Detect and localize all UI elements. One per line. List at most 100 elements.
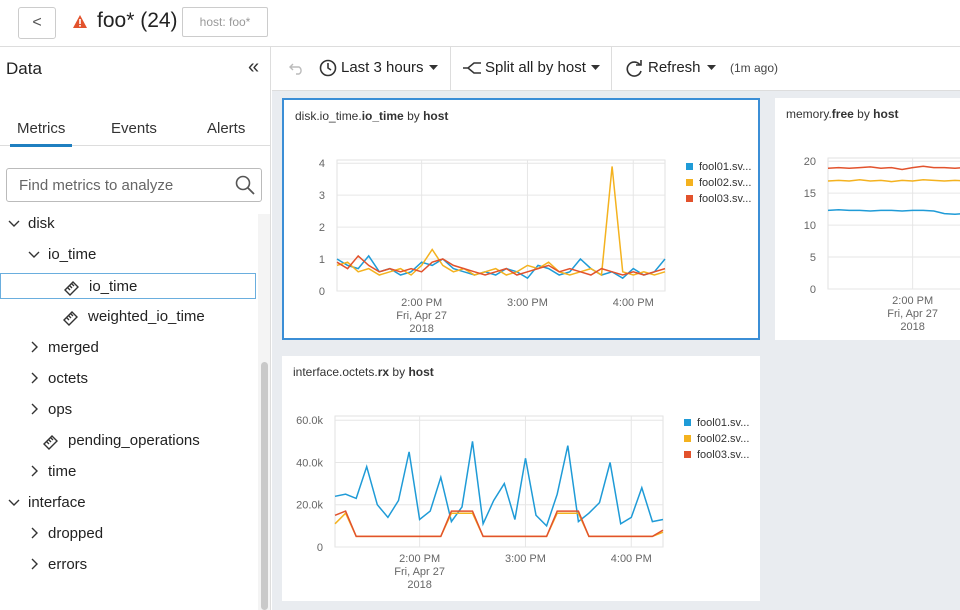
tree-label: merged	[48, 339, 99, 356]
header: < foo* (24) host: foo*	[0, 0, 960, 47]
chart-panel[interactable]: interface.octets.rx by host 0 20.0k 40.0k 60…	[282, 356, 760, 601]
tab-divider	[0, 145, 270, 146]
title-group: host	[873, 107, 899, 121]
metric-icon	[64, 281, 79, 296]
title-metric: free	[831, 107, 854, 121]
split-button[interactable]: Split all by host	[485, 59, 586, 76]
y-tick-label: 20.0k	[296, 500, 323, 512]
legend-label: fool01.sv...	[697, 417, 749, 429]
x-tick-label: 4:00 PM	[611, 553, 652, 565]
chevron-icon	[31, 558, 38, 570]
legend-label: fool01.sv...	[699, 161, 751, 173]
tree-node[interactable]: weighted_io_time	[0, 304, 256, 330]
chevron-icon	[8, 220, 20, 227]
series-line	[827, 178, 960, 183]
x-tick-label: 2:00 PM	[399, 553, 440, 565]
y-tick-label: 1	[319, 254, 325, 266]
x-tick-label: 2:00 PM	[892, 295, 933, 307]
tree-node[interactable]: merged	[0, 335, 256, 361]
panel-title: disk.io_time.io_time by host	[295, 109, 448, 123]
legend-label: fool03.sv...	[697, 449, 749, 461]
title-by: by	[857, 107, 870, 121]
y-tick-label: 2	[319, 222, 325, 234]
tree-node[interactable]: octets	[0, 366, 256, 392]
x-tick-label: 2:00 PM	[401, 297, 442, 309]
y-tick-label: 0	[319, 286, 325, 298]
tab[interactable]: Alerts	[207, 120, 246, 137]
tree-label: time	[48, 463, 77, 480]
separator	[611, 46, 612, 90]
chart-panel[interactable]: disk.io_time.io_time by host 0 1 2 3 4 2:00 PM…	[282, 98, 760, 340]
panel-title: interface.octets.rx by host	[293, 365, 434, 379]
tree-node[interactable]: io_time	[0, 242, 256, 268]
legend-swatch	[686, 163, 693, 170]
tree-node[interactable]: time	[0, 459, 256, 485]
tree-label: interface	[28, 494, 86, 511]
y-tick-label: 3	[319, 190, 325, 202]
title-metric: io_time	[361, 109, 404, 123]
plot-frame	[827, 157, 960, 290]
series-line	[827, 209, 960, 215]
legend-label: fool02.sv...	[699, 177, 751, 189]
tab[interactable]: Metrics	[17, 120, 66, 137]
collapse-button[interactable]: «	[248, 56, 260, 78]
sidebar: Data « Metrics Events Alerts Find metric…	[0, 46, 271, 610]
back-button[interactable]: <	[18, 7, 56, 39]
tab[interactable]: Events	[111, 120, 157, 137]
refresh-button[interactable]: Refresh	[648, 59, 701, 76]
chevron-icon	[31, 527, 38, 539]
chevron-icon	[8, 499, 20, 506]
warning-icon	[73, 15, 87, 28]
time-range[interactable]: Last 3 hours	[341, 59, 424, 76]
tree-node[interactable]: errors	[0, 552, 256, 578]
tree-label: io_time	[89, 278, 138, 295]
search-icon	[235, 175, 255, 195]
panel-title: memory.free by host	[786, 107, 899, 121]
chevron-icon	[31, 372, 38, 384]
chevron-icon	[28, 251, 40, 258]
x-tick-label: 3:00 PM	[507, 297, 548, 309]
legend-swatch	[684, 451, 691, 458]
last-updated: (1m ago)	[730, 61, 779, 75]
filter-input[interactable]: host: foo*	[182, 7, 268, 37]
tree-label: io_time	[48, 246, 97, 263]
title-prefix: disk.io_time.	[295, 109, 362, 123]
search-box[interactable]: Find metrics to analyze	[6, 168, 262, 202]
caret	[707, 65, 716, 70]
metric-icon	[63, 311, 78, 326]
legend-label: fool03.sv...	[699, 193, 751, 205]
scrollbar-thumb[interactable]	[261, 362, 268, 610]
clock-icon	[319, 59, 337, 77]
y-tick-label: 0	[317, 542, 323, 554]
undo-icon[interactable]	[289, 61, 305, 75]
caret	[591, 65, 600, 70]
chevron-icon	[31, 465, 38, 477]
tree-label: weighted_io_time	[88, 308, 205, 325]
legend-swatch	[686, 179, 693, 186]
tree-node[interactable]: ops	[0, 397, 256, 423]
tree-node[interactable]: disk	[0, 211, 256, 237]
split-icon	[463, 62, 481, 74]
chevron-icon	[31, 341, 38, 353]
tree-node[interactable]: pending_operations	[0, 428, 256, 454]
page-title: foo* (24)	[97, 9, 178, 32]
x-date-label: 2018	[900, 321, 924, 333]
series-line	[336, 254, 666, 276]
tree-node[interactable]: interface	[0, 490, 256, 516]
series-line	[336, 166, 666, 277]
tree-node[interactable]: dropped	[0, 521, 256, 547]
refresh-icon	[626, 60, 642, 77]
chart-panel[interactable]: memory.free by host 0 5 10 15 20 2:00 PM Fri, A…	[775, 98, 960, 340]
tree-node[interactable]: io_time	[0, 273, 256, 299]
legend-swatch	[684, 419, 691, 426]
search-placeholder: Find metrics to analyze	[19, 177, 174, 194]
x-tick-label: 3:00 PM	[505, 553, 546, 565]
chevron-icon	[31, 403, 38, 415]
legend-swatch	[686, 195, 693, 202]
x-date-label: Fri, Apr 27	[394, 566, 445, 578]
legend-swatch	[684, 435, 691, 442]
